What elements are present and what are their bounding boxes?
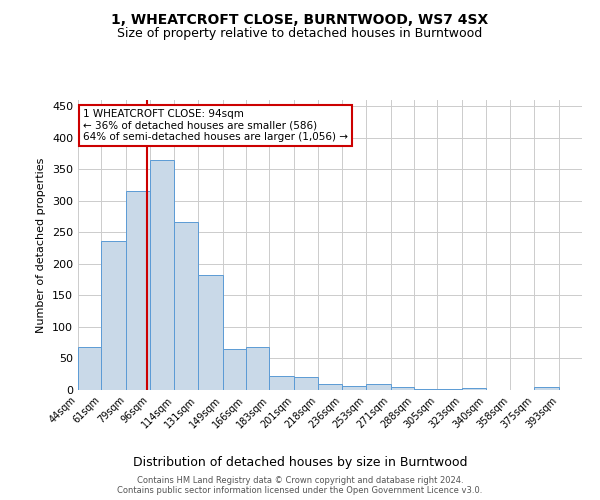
Bar [437,388,462,390]
Bar [534,388,559,390]
Text: Contains HM Land Registry data © Crown copyright and database right 2024.
Contai: Contains HM Land Registry data © Crown c… [118,476,482,495]
Text: Size of property relative to detached houses in Burntwood: Size of property relative to detached ho… [118,28,482,40]
Bar [343,386,366,390]
Bar [269,376,294,390]
Bar [126,192,149,390]
Bar [294,378,317,390]
Y-axis label: Number of detached properties: Number of detached properties [37,158,46,332]
Text: 1 WHEATCROFT CLOSE: 94sqm
← 36% of detached houses are smaller (586)
64% of semi: 1 WHEATCROFT CLOSE: 94sqm ← 36% of detac… [83,108,348,142]
Bar [198,274,223,390]
Text: Distribution of detached houses by size in Burntwood: Distribution of detached houses by size … [133,456,467,469]
Bar [391,387,414,390]
Text: 1, WHEATCROFT CLOSE, BURNTWOOD, WS7 4SX: 1, WHEATCROFT CLOSE, BURNTWOOD, WS7 4SX [112,12,488,26]
Bar [414,388,437,390]
Bar [149,160,175,390]
Bar [223,349,246,390]
Bar [366,384,391,390]
Bar [101,240,126,390]
Bar [78,347,101,390]
Bar [246,347,269,390]
Bar [462,388,485,390]
Bar [317,384,343,390]
Bar [175,222,198,390]
